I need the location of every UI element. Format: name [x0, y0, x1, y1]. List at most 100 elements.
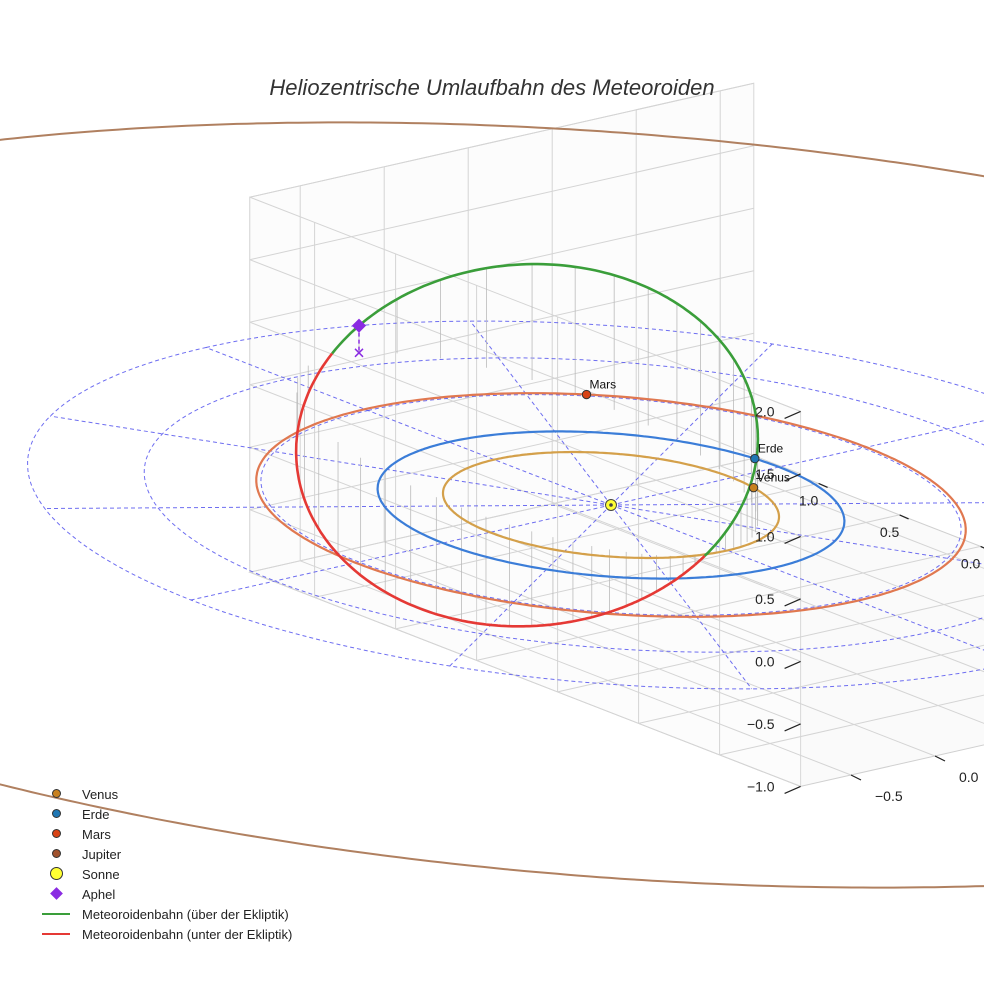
tick-mark	[784, 723, 801, 732]
grid-line	[476, 545, 981, 661]
erde-orbit	[376, 430, 846, 580]
tick-mark	[784, 660, 801, 669]
reference-spoke	[610, 504, 984, 651]
reference-spoke	[610, 504, 753, 690]
legend-label: Jupiter	[82, 846, 122, 862]
x-tick-label: 0.5	[880, 524, 900, 540]
grid-line	[249, 395, 754, 511]
legend-key	[40, 864, 72, 884]
erde-label: Erde	[758, 442, 784, 456]
reference-spoke	[610, 504, 984, 565]
grid-line	[249, 145, 754, 261]
grid-line	[249, 270, 754, 386]
reference-spoke	[44, 504, 612, 510]
legend-symbol	[52, 849, 61, 858]
reference-spoke	[205, 347, 612, 506]
tick-mark	[784, 785, 801, 794]
grid-line	[395, 514, 900, 630]
grid-line	[249, 571, 801, 787]
grid-line	[249, 196, 801, 412]
legend-key	[40, 904, 72, 924]
tick-mark	[899, 514, 909, 520]
grid-lines	[249, 82, 984, 787]
legend-key	[40, 804, 72, 824]
orbit-below-ecliptic	[694, 554, 706, 566]
grid-line	[249, 446, 801, 662]
legend-label: Mars	[82, 826, 111, 842]
venus-marker	[748, 482, 759, 493]
legend-item: Aphel	[40, 884, 292, 904]
legend-symbol	[52, 789, 61, 798]
grid-line	[719, 694, 984, 756]
legend-symbol	[50, 887, 63, 900]
legend-item: Erde	[40, 804, 292, 824]
grid-line	[636, 484, 984, 621]
legend-key	[40, 924, 72, 944]
z-tick-label: 1.5	[755, 466, 775, 482]
venus-orbit	[441, 450, 781, 560]
legend-label: Aphel	[82, 886, 116, 902]
reference-spoke	[190, 504, 612, 601]
legend-item: Mars	[40, 824, 292, 844]
legend-label: Sonne	[82, 866, 120, 882]
legend-item: Meteoroidenbahn (über der Ekliptik)	[40, 904, 292, 924]
grid-line	[468, 522, 984, 724]
legend-item: Sonne	[40, 864, 292, 884]
legend-key	[40, 784, 72, 804]
z-tick-label: 0.5	[755, 591, 775, 607]
legend-symbol	[42, 933, 70, 935]
jupiter-orbit	[0, 783, 984, 889]
erde-marker	[750, 453, 760, 464]
markers: Venus Erde Mars	[351, 318, 790, 511]
meteoroid-orbit	[294, 262, 760, 628]
legend-key	[40, 824, 72, 844]
reference-spoke	[469, 320, 612, 506]
legend-label: Meteoroidenbahn (über der Ekliptik)	[82, 906, 289, 922]
y-tick-label: −0.5	[875, 788, 903, 804]
tick-labels: −1.5−1.0−0.50.00.51.0−0.50.00.51.01.52.0…	[747, 403, 984, 804]
orbit-drop-lines	[296, 264, 759, 627]
legend-item: Jupiter	[40, 844, 292, 864]
orbit-above-ecliptic	[331, 262, 760, 557]
grid-line	[249, 509, 801, 725]
reference-spoke	[610, 343, 773, 506]
reference-spoke	[50, 415, 612, 506]
legend-item: Meteoroidenbahn (unter der Ekliptik)	[40, 924, 292, 944]
orbit-below-ecliptic	[294, 352, 696, 628]
legend-label: Venus	[82, 786, 119, 802]
legend-label: Erde	[82, 806, 110, 822]
aphel-projection-cross	[354, 348, 364, 358]
grid-line	[249, 321, 801, 537]
x-tick-label: 0.0	[961, 555, 981, 571]
sun-center	[609, 503, 613, 507]
mars-orbit	[255, 392, 967, 618]
legend-key	[40, 884, 72, 904]
jupiter-orbit	[0, 121, 984, 178]
z-tick-label: 0.0	[755, 653, 775, 669]
grid-line	[552, 503, 984, 673]
reference-spoke	[449, 504, 612, 667]
chart-title: Heliozentrische Umlaufbahn des Meteoroid…	[269, 75, 714, 100]
z-tick-label: −0.5	[747, 716, 775, 732]
mars-marker	[581, 389, 592, 400]
venus-label: Venus	[757, 471, 790, 485]
tick-mark	[850, 774, 862, 781]
reference-circles	[27, 320, 984, 690]
legend-symbol	[52, 809, 61, 818]
tick-mark	[784, 410, 801, 419]
grid-line	[638, 644, 984, 724]
planet-orbits	[0, 121, 984, 889]
tick-mark	[980, 545, 984, 549]
z-tick-label: 2.0	[755, 403, 775, 419]
mars-label: Mars	[590, 378, 617, 392]
tick-mark	[934, 755, 946, 762]
legend-symbol	[52, 829, 61, 838]
legend-key	[40, 844, 72, 864]
x-tick-label: 1.0	[799, 492, 819, 508]
legend-symbol	[50, 867, 63, 880]
tick-mark	[818, 482, 828, 488]
reference-spoke	[610, 420, 984, 506]
y-tick-label: 0.0	[959, 769, 979, 785]
tick-mark	[784, 535, 801, 544]
legend-label: Meteoroidenbahn (unter der Ekliptik)	[82, 926, 293, 942]
